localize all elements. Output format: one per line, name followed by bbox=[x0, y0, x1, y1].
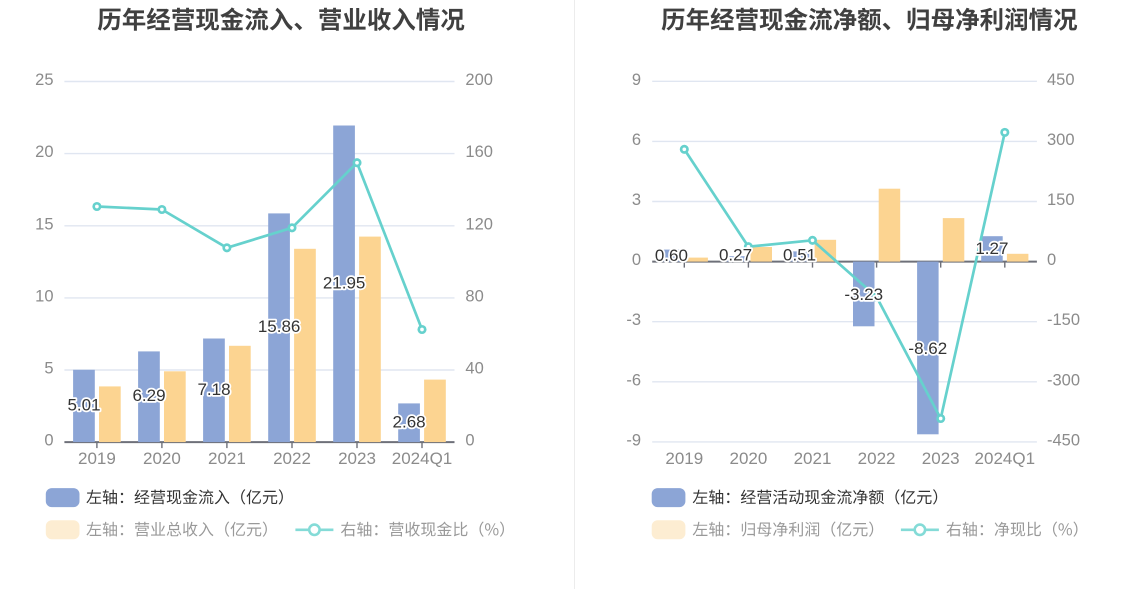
svg-text:300: 300 bbox=[1047, 131, 1075, 149]
svg-text:2021: 2021 bbox=[208, 449, 246, 468]
svg-text:2024Q1: 2024Q1 bbox=[975, 449, 1036, 468]
svg-text:2019: 2019 bbox=[78, 449, 116, 468]
svg-text:0: 0 bbox=[465, 432, 474, 450]
svg-text:7.18: 7.18 bbox=[197, 380, 230, 399]
svg-text:2022: 2022 bbox=[858, 449, 896, 468]
svg-text:-450: -450 bbox=[1047, 431, 1080, 449]
svg-text:80: 80 bbox=[465, 287, 483, 305]
svg-text:6: 6 bbox=[632, 131, 641, 149]
svg-text:160: 160 bbox=[465, 143, 493, 161]
svg-text:9: 9 bbox=[632, 71, 641, 89]
svg-text:0.51: 0.51 bbox=[783, 245, 816, 264]
svg-text:120: 120 bbox=[465, 215, 493, 233]
svg-text:0: 0 bbox=[44, 432, 53, 450]
svg-text:15.86: 15.86 bbox=[258, 317, 301, 336]
svg-text:2024Q1: 2024Q1 bbox=[392, 449, 453, 468]
svg-text:3: 3 bbox=[632, 191, 641, 209]
svg-text:-3.23: -3.23 bbox=[844, 285, 883, 304]
svg-text:15: 15 bbox=[35, 215, 53, 233]
svg-text:-300: -300 bbox=[1047, 371, 1080, 389]
svg-text:-8.62: -8.62 bbox=[908, 339, 947, 358]
svg-text:2020: 2020 bbox=[729, 449, 767, 468]
svg-text:2019: 2019 bbox=[665, 449, 703, 468]
svg-text:450: 450 bbox=[1047, 71, 1075, 89]
svg-text:2020: 2020 bbox=[143, 449, 181, 468]
svg-text:1.27: 1.27 bbox=[975, 239, 1008, 258]
svg-text:20: 20 bbox=[35, 143, 53, 161]
svg-text:-3: -3 bbox=[626, 311, 641, 329]
svg-text:2022: 2022 bbox=[273, 449, 311, 468]
svg-text:40: 40 bbox=[465, 360, 483, 378]
svg-text:-9: -9 bbox=[626, 431, 641, 449]
svg-text:0: 0 bbox=[632, 251, 641, 269]
svg-text:0.27: 0.27 bbox=[719, 245, 752, 264]
svg-text:10: 10 bbox=[35, 287, 53, 305]
svg-text:5: 5 bbox=[44, 360, 53, 378]
svg-text:2023: 2023 bbox=[338, 449, 376, 468]
svg-text:0.60: 0.60 bbox=[655, 246, 688, 265]
svg-text:200: 200 bbox=[465, 71, 493, 89]
svg-text:21.95: 21.95 bbox=[323, 273, 366, 292]
svg-text:6.29: 6.29 bbox=[132, 386, 165, 405]
svg-text:2.68: 2.68 bbox=[393, 412, 426, 431]
svg-text:2023: 2023 bbox=[922, 449, 960, 468]
svg-text:-150: -150 bbox=[1047, 311, 1080, 329]
svg-text:0: 0 bbox=[1047, 251, 1056, 269]
svg-text:-6: -6 bbox=[626, 371, 641, 389]
svg-text:2021: 2021 bbox=[794, 449, 832, 468]
svg-text:5.01: 5.01 bbox=[67, 396, 100, 415]
svg-text:25: 25 bbox=[35, 71, 53, 89]
svg-text:150: 150 bbox=[1047, 191, 1075, 209]
